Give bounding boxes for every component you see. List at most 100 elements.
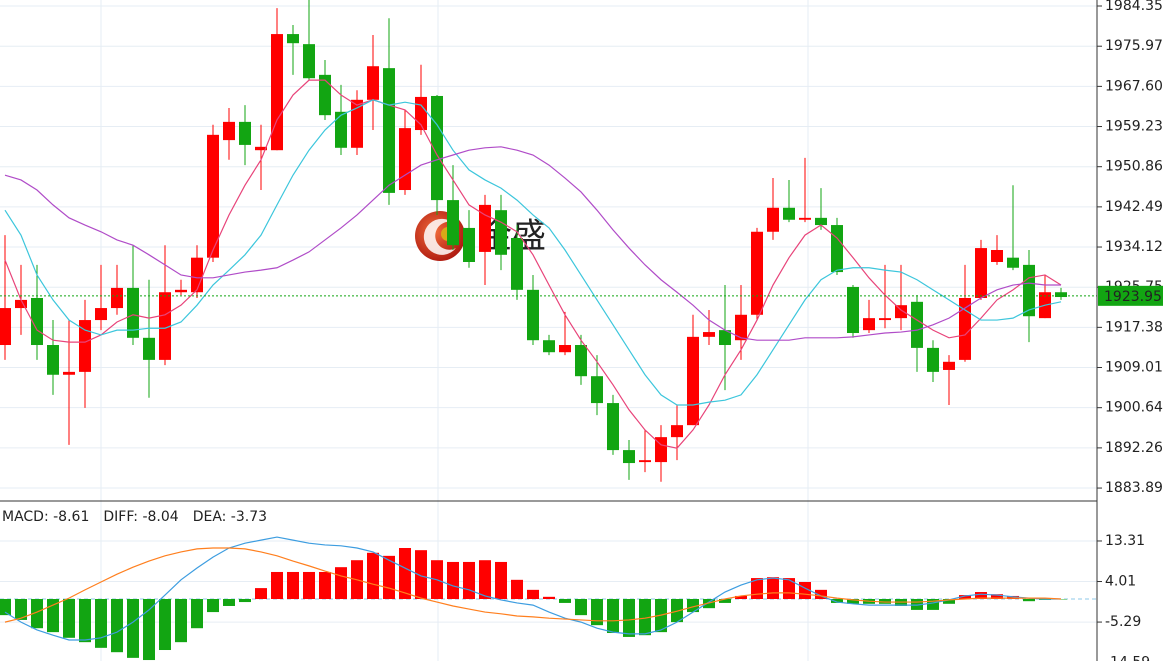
macd-bar: [47, 599, 59, 633]
candle-body: [719, 330, 731, 346]
macd-bar: [175, 599, 187, 643]
macd-bar: [31, 599, 43, 629]
macd-bar: [15, 599, 27, 620]
price-panel: [0, 0, 1097, 482]
macd-bar: [399, 547, 411, 600]
macd-bar: [991, 594, 1003, 600]
axis-layer: 1984.35 1975.97 1967.60 1959.23 1950.86 1942.…: [1097, 0, 1163, 661]
candle-body: [447, 200, 459, 246]
macd-bar: [831, 599, 843, 603]
candle-body: [47, 345, 59, 375]
logo-swirl: [423, 218, 456, 255]
y-tick-label: 1950.86: [1105, 159, 1163, 175]
macd-bar: [0, 599, 11, 616]
macd-bar: [927, 599, 939, 610]
macd-bar: [79, 599, 91, 643]
candle-body: [255, 146, 267, 151]
macd-bar: [287, 571, 299, 600]
legend-label: MACD: -8.61: [2, 509, 89, 525]
candle-body: [271, 34, 283, 151]
macd-bar: [703, 599, 715, 609]
macd-bar: [639, 599, 651, 636]
candle-body: [687, 336, 699, 426]
macd-bar: [447, 561, 459, 600]
macd-bar: [143, 599, 155, 661]
candle-body: [287, 34, 299, 44]
candle-body: [127, 287, 139, 338]
macd-bar: [319, 571, 331, 600]
candle-body: [207, 134, 219, 258]
candle-body: [607, 403, 619, 451]
candle-body: [319, 74, 331, 116]
candle-body: [463, 227, 475, 262]
candle-body: [383, 68, 395, 193]
candle-body: [671, 425, 683, 438]
candle-body: [175, 289, 187, 293]
candle-body: [895, 305, 907, 319]
macd-bar: [239, 599, 251, 603]
macd-bar: [479, 560, 491, 600]
y-tick-label: 1909.01: [1105, 360, 1163, 376]
macd-bar: [335, 567, 347, 600]
candle-body: [799, 217, 811, 220]
macd-bar: [383, 555, 395, 600]
candle-body: [559, 345, 571, 353]
y-tick-label: 1942.49: [1105, 199, 1163, 215]
candle-body: [367, 66, 379, 100]
macd-bar: [671, 599, 683, 623]
candle-body: [911, 301, 923, 348]
candle-body: [943, 361, 955, 370]
candle-body: [639, 460, 651, 463]
candle-body: [751, 231, 763, 315]
legend-label: DIFF: -8.04: [103, 509, 178, 525]
macd-bar: [911, 599, 923, 610]
candle-body: [847, 286, 859, 334]
candle-body: [735, 314, 747, 341]
candle-body: [991, 250, 1003, 262]
candle-body: [831, 225, 843, 273]
macd-bar: [735, 595, 747, 600]
candle-body: [159, 292, 171, 360]
macd-bar: [879, 599, 891, 604]
candle-body: [239, 121, 251, 145]
candle-body: [63, 371, 75, 375]
macd-bar: [559, 599, 571, 603]
candle-body: [591, 376, 603, 404]
macd-bar: [223, 599, 235, 606]
macd-bar: [1023, 599, 1035, 602]
candle-body: [335, 111, 347, 148]
y-tick-label: 1883.89: [1105, 480, 1163, 496]
y-tick-label: 1900.64: [1105, 400, 1163, 416]
candle-body: [655, 437, 667, 463]
legend-label: DEA: -3.73: [193, 509, 267, 525]
candle-body: [623, 450, 635, 464]
macd-bar: [543, 596, 555, 600]
candle-body: [191, 257, 203, 293]
macd-bar: [191, 599, 203, 629]
macd-bar: [495, 561, 507, 600]
macd-bar: [111, 599, 123, 653]
macd-bar: [63, 599, 75, 638]
candle-body: [815, 217, 827, 226]
candle-body: [527, 289, 539, 341]
macd-bar: [527, 589, 539, 600]
macd-bar: [783, 578, 795, 600]
macd-line: [4, 536, 1061, 641]
candle-body: [1007, 257, 1019, 268]
macd-bar: [303, 571, 315, 600]
y-tick-label: 1984.35: [1105, 0, 1163, 14]
y-tick-label: 1934.12: [1105, 239, 1163, 255]
y-tick-label: 4.01: [1105, 574, 1136, 590]
candle-body: [767, 207, 779, 232]
macd-bar: [767, 577, 779, 600]
candle-body: [863, 318, 875, 331]
macd-bar: [127, 599, 139, 658]
macd-bar: [687, 599, 699, 613]
candle-body: [95, 308, 107, 321]
macd-legend: MACD: -8.61 DIFF: -8.04 DEA: -3.73: [2, 509, 267, 525]
macd-bar: [959, 595, 971, 600]
candle-body: [111, 287, 123, 309]
candle-body: [143, 337, 155, 360]
grid-layer: [0, 5, 1097, 623]
